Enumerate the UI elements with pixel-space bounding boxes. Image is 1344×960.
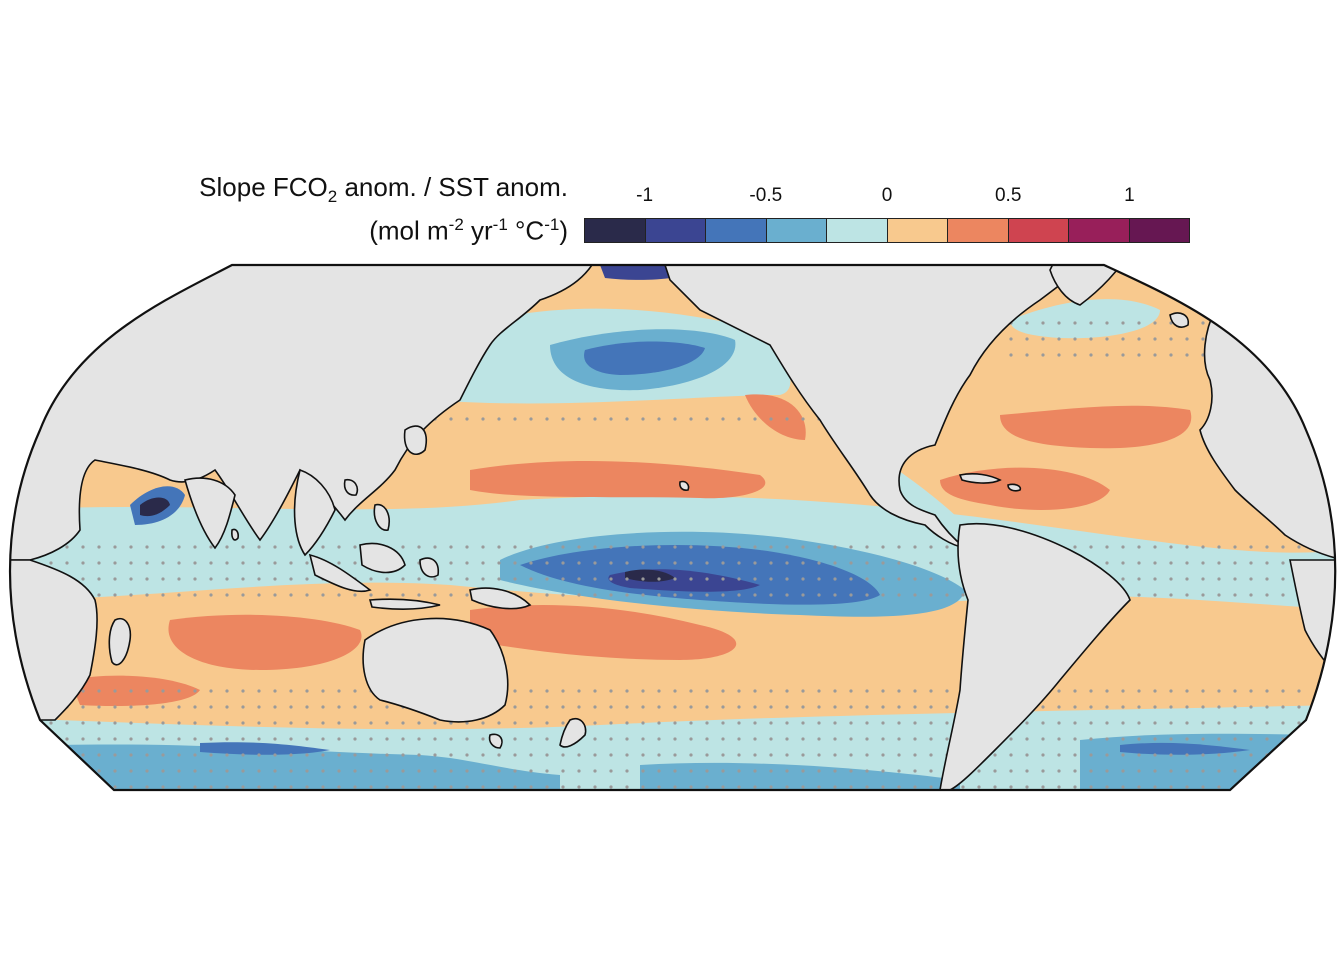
colorbar: [584, 218, 1190, 243]
british-isles: [1224, 307, 1244, 328]
colorbar-swatch: [706, 219, 767, 242]
new-guinea: [469, 587, 532, 610]
map-content: [10, 265, 1336, 790]
iceland: [1169, 312, 1190, 328]
colorbar-swatch: [1008, 219, 1069, 242]
colorbar-tick-label: 1: [1124, 185, 1135, 206]
south-america: [939, 522, 1131, 790]
java: [368, 598, 441, 610]
significance-stippling: [1000, 320, 1240, 365]
colorbar-swatch: [766, 219, 827, 242]
hispaniola: [1007, 483, 1022, 492]
arabian-sea-extreme-negative-core: [140, 497, 170, 517]
cuba: [958, 473, 1002, 484]
colorbar-tick-label: 0.5: [994, 185, 1022, 206]
madagascar: [108, 618, 132, 666]
greenland: [1049, 265, 1132, 306]
new-zealand: [559, 717, 587, 748]
colorbar-tick-label: -0.5: [749, 185, 783, 206]
significance-stippling: [40, 680, 1310, 790]
map-frame: [8, 263, 1337, 792]
colorbar-tick-label: 0: [881, 185, 893, 206]
colorbar-swatch: [948, 219, 1009, 242]
philippines: [373, 503, 390, 531]
south-pacific-positive-band: [470, 605, 737, 660]
south-indian-positive-band: [168, 614, 362, 670]
colorbar-swatch: [1069, 219, 1130, 242]
colorbar-tick-label: -1: [636, 185, 654, 206]
sri-lanka: [231, 528, 239, 541]
north-pacific-strong-negative-zone: [584, 341, 705, 375]
colorbar-swatch: [645, 219, 706, 242]
taiwan: [343, 478, 359, 496]
sumatra: [308, 553, 372, 593]
hawaii: [679, 480, 690, 491]
colorbar-swatch: [1129, 219, 1189, 242]
india: [184, 477, 236, 550]
borneo: [359, 542, 406, 574]
colorbar-swatch: [827, 219, 888, 242]
legend-title-line1: Slope FCO2 anom. / SST anom.: [199, 172, 568, 207]
australia: [362, 617, 509, 723]
tasmania: [488, 733, 503, 749]
indochina: [293, 468, 336, 557]
north-atlantic-positive-zone: [1000, 405, 1192, 449]
japan: [403, 425, 427, 455]
sulawesi: [419, 557, 440, 578]
colorbar-swatch: [887, 219, 948, 242]
significance-stippling: [410, 405, 860, 425]
north-pacific-positive-band: [470, 460, 766, 499]
colorbar-swatch: [585, 219, 646, 242]
legend-title-line2: (mol m-2 yr-1 °C-1): [369, 215, 568, 246]
